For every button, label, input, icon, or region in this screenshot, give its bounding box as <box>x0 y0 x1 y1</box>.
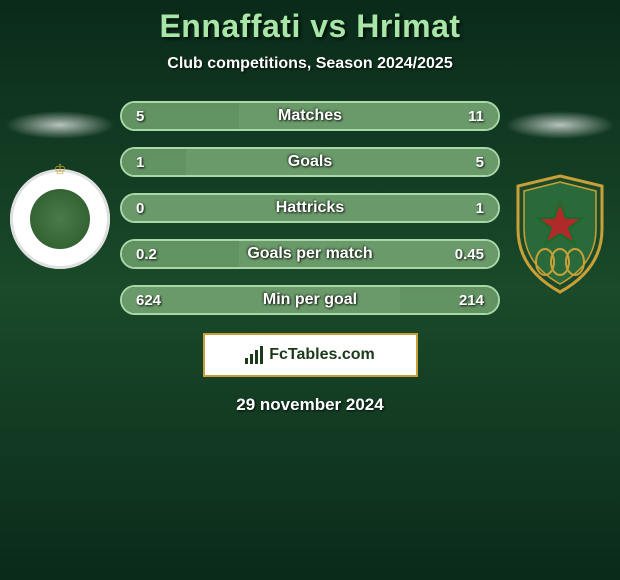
shield-icon <box>510 174 610 294</box>
stat-right-value: 5 <box>476 154 484 171</box>
stat-left-value: 0.2 <box>136 246 157 263</box>
stat-bar: 5 11 Matches <box>120 101 500 131</box>
date-label: 29 november 2024 <box>236 395 383 415</box>
bar-fill-left <box>122 287 400 313</box>
subtitle: Club competitions, Season 2024/2025 <box>167 55 452 73</box>
main-row: ♔ 5 11 Matches 1 5 Goals 0 1 Hattricks 0.2 0.45 Goa… <box>0 101 620 315</box>
right-team-col <box>500 101 620 299</box>
left-team-col: ♔ <box>0 101 120 269</box>
bar-fill-left <box>122 149 186 175</box>
stat-label: Goals per match <box>247 245 372 263</box>
stat-bar: 0 1 Hattricks <box>120 193 500 223</box>
right-team-badge <box>505 169 615 299</box>
stat-bar: 0.2 0.45 Goals per match <box>120 239 500 269</box>
stat-right-value: 0.45 <box>455 246 484 263</box>
stat-label: Hattricks <box>276 199 344 217</box>
page-title: Ennaffati vs Hrimat <box>159 8 460 45</box>
stats-bars: 5 11 Matches 1 5 Goals 0 1 Hattricks 0.2 0.45 Goals… <box>120 101 500 315</box>
stat-left-value: 624 <box>136 292 161 309</box>
shadow-left <box>5 111 115 139</box>
chart-icon <box>245 346 263 364</box>
left-team-badge: ♔ <box>10 169 110 269</box>
badge-inner <box>30 189 90 249</box>
comparison-card: Ennaffati vs Hrimat Club competitions, S… <box>0 0 620 415</box>
stat-left-value: 5 <box>136 108 144 125</box>
stat-right-value: 1 <box>476 200 484 217</box>
stat-left-value: 0 <box>136 200 144 217</box>
stat-left-value: 1 <box>136 154 144 171</box>
crown-icon: ♔ <box>54 161 67 178</box>
stat-label: Goals <box>288 153 332 171</box>
stat-bar: 624 214 Min per goal <box>120 285 500 315</box>
stat-bar: 1 5 Goals <box>120 147 500 177</box>
site-logo[interactable]: FcTables.com <box>203 333 418 377</box>
stat-label: Matches <box>278 107 342 125</box>
bar-fill-right <box>186 149 498 175</box>
shadow-right <box>505 111 615 139</box>
stat-label: Min per goal <box>263 291 357 309</box>
stat-right-value: 11 <box>468 108 484 125</box>
site-name: FcTables.com <box>269 346 375 364</box>
stat-right-value: 214 <box>459 292 484 309</box>
